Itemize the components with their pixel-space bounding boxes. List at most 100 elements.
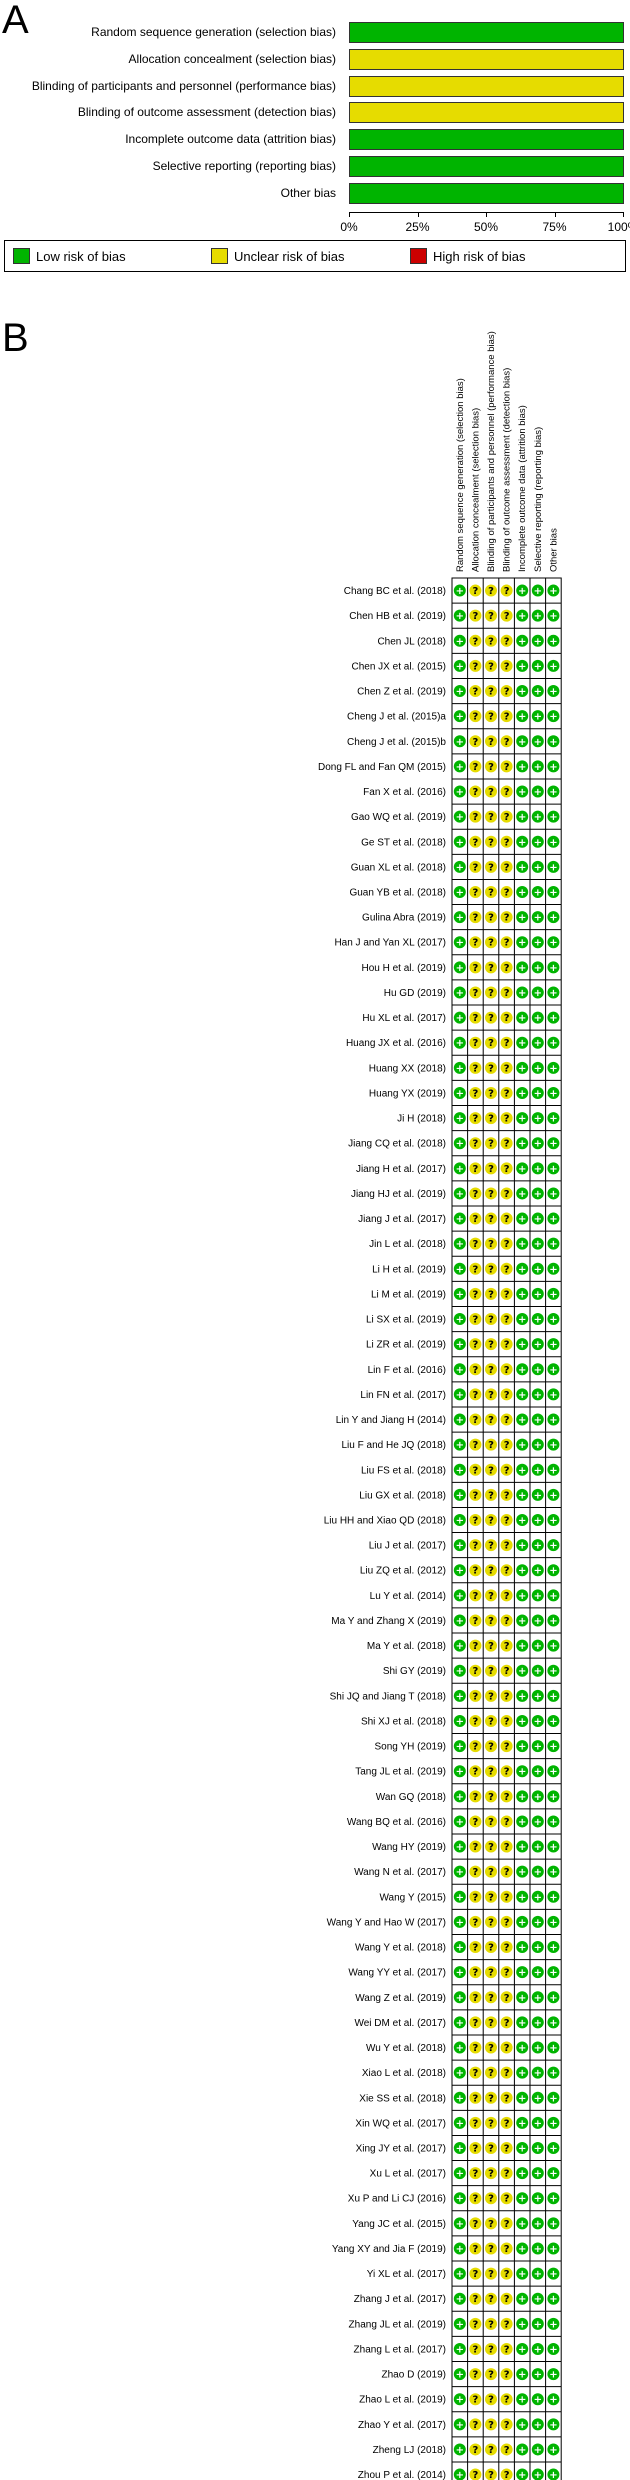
bias-judgement-symbol: + bbox=[534, 2068, 542, 2079]
bias-judgement-symbol: ? bbox=[488, 2118, 494, 2129]
x-axis-tick-label: 50% bbox=[473, 220, 499, 234]
bias-judgement-dot bbox=[485, 936, 497, 949]
bias-judgement-symbol: + bbox=[518, 1088, 526, 1099]
bias-judgement-symbol: ? bbox=[504, 586, 510, 597]
bias-judgement-dot bbox=[531, 1112, 544, 1125]
bias-judgement-dot bbox=[469, 2066, 482, 2079]
bias-judgement-symbol: ? bbox=[504, 1415, 510, 1426]
bias-judgement-symbol: + bbox=[549, 2169, 557, 2180]
bias-judgement-symbol: + bbox=[549, 2219, 557, 2230]
bias-judgement-dot bbox=[453, 2016, 466, 2029]
bias-judgement-symbol: ? bbox=[504, 1641, 510, 1652]
bias-judgement-symbol: ? bbox=[472, 862, 478, 873]
bias-judgement-dot bbox=[500, 1790, 513, 1803]
bias-judgement-dot bbox=[531, 2468, 544, 2480]
bias-judgement-symbol: + bbox=[534, 1315, 542, 1326]
bias-judgement-dot bbox=[531, 1941, 544, 1954]
bias-judgement-dot bbox=[516, 2116, 529, 2129]
bias-judgement-dot bbox=[531, 1237, 544, 1250]
bias-judgement-dot bbox=[469, 1539, 482, 1552]
bias-judgement-dot bbox=[516, 760, 529, 773]
bias-judgement-dot bbox=[547, 2393, 560, 2406]
bias-judgement-symbol: + bbox=[456, 687, 464, 698]
bias-judgement-symbol: + bbox=[534, 2093, 542, 2104]
study-row-label: Jiang CQ et al. (2018) bbox=[348, 1139, 446, 1150]
bias-judgement-symbol: ? bbox=[488, 1641, 494, 1652]
bias-judgement-dot bbox=[500, 2267, 513, 2280]
bias-judgement-symbol: + bbox=[456, 2370, 464, 2381]
bias-judgement-symbol: ? bbox=[472, 2244, 478, 2255]
bias-judgement-dot bbox=[453, 1011, 466, 1024]
bias-judgement-symbol: + bbox=[534, 1365, 542, 1376]
bias-judgement-symbol: + bbox=[518, 2319, 526, 2330]
bias-judgement-symbol: ? bbox=[472, 1842, 478, 1853]
bias-judgement-dot bbox=[469, 2342, 482, 2355]
study-row-label: Xu P and Li CJ (2016) bbox=[348, 2194, 446, 2205]
bias-judgement-dot bbox=[485, 1966, 497, 1979]
bias-judgement-dot bbox=[469, 1614, 482, 1627]
bias-judgement-dot bbox=[469, 961, 482, 974]
bias-judgement-dot bbox=[531, 2016, 544, 2029]
bias-judgement-dot bbox=[453, 2342, 466, 2355]
bias-judgement-symbol: + bbox=[534, 1239, 542, 1250]
study-row-label: Liu J et al. (2017) bbox=[369, 1541, 446, 1552]
bias-judgement-dot bbox=[516, 1514, 529, 1526]
bias-judgement-dot bbox=[469, 1011, 482, 1024]
bias-judgement-symbol: + bbox=[518, 1817, 526, 1828]
study-row-label: Liu ZQ et al. (2012) bbox=[360, 1566, 446, 1577]
bias-judgement-symbol: + bbox=[534, 1892, 542, 1903]
bias-judgement-symbol: + bbox=[518, 2093, 526, 2104]
summary-bar bbox=[349, 22, 624, 43]
summary-bar bbox=[349, 48, 624, 70]
bias-judgement-symbol: ? bbox=[504, 888, 510, 899]
bias-judgement-dot bbox=[531, 2368, 544, 2381]
grid-column-header: Selective reporting (reporting bias) bbox=[533, 427, 544, 572]
bias-judgement-symbol: ? bbox=[504, 2118, 510, 2129]
bias-judgement-dot bbox=[485, 2468, 497, 2480]
bias-judgement-symbol: + bbox=[534, 1139, 542, 1150]
x-axis-tick-label: 75% bbox=[542, 220, 567, 234]
bias-judgement-dot bbox=[469, 1137, 482, 1150]
bias-judgement-symbol: + bbox=[518, 1541, 526, 1552]
bias-judgement-symbol: ? bbox=[472, 1164, 478, 1175]
bias-judgement-symbol: ? bbox=[504, 1968, 510, 1979]
bias-judgement-dot bbox=[516, 810, 529, 823]
bias-judgement-dot bbox=[531, 584, 544, 597]
bias-judgement-symbol: ? bbox=[504, 1315, 510, 1326]
bias-judgement-dot bbox=[531, 1036, 544, 1049]
bias-judgement-symbol: ? bbox=[504, 1591, 510, 1602]
bias-judgement-dot bbox=[547, 1338, 560, 1351]
bias-judgement-dot bbox=[453, 2116, 466, 2129]
legend-label-high: High risk of bias bbox=[433, 248, 526, 264]
bias-judgement-symbol: + bbox=[518, 1340, 526, 1351]
bias-judgement-dot bbox=[469, 1313, 482, 1326]
bias-judgement-dot bbox=[531, 1463, 544, 1476]
bias-judgement-symbol: ? bbox=[504, 2420, 510, 2431]
bias-judgement-dot bbox=[516, 986, 529, 999]
bias-judgement-dot bbox=[469, 2167, 482, 2180]
bias-judgement-dot bbox=[500, 2342, 513, 2355]
bias-judgement-symbol: + bbox=[518, 1164, 526, 1175]
bias-judgement-symbol: ? bbox=[472, 1867, 478, 1878]
bias-judgement-dot bbox=[500, 1262, 513, 1275]
study-row-label: Jiang HJ et al. (2019) bbox=[351, 1189, 446, 1200]
bias-judgement-symbol: + bbox=[534, 1164, 542, 1175]
bias-judgement-dot bbox=[485, 1765, 497, 1778]
bias-judgement-symbol: + bbox=[518, 2269, 526, 2280]
bias-judgement-dot bbox=[453, 1991, 466, 2004]
bias-judgement-symbol: + bbox=[518, 687, 526, 698]
bias-judgement-dot bbox=[485, 659, 497, 672]
bias-judgement-dot bbox=[485, 1463, 497, 1476]
bias-judgement-dot bbox=[516, 1941, 529, 1954]
bias-judgement-symbol: + bbox=[518, 2219, 526, 2230]
bias-judgement-symbol: + bbox=[549, 687, 557, 698]
bias-judgement-symbol: ? bbox=[504, 2169, 510, 2180]
bias-judgement-symbol: + bbox=[549, 2294, 557, 2305]
bias-judgement-dot bbox=[531, 2242, 544, 2255]
bias-judgement-symbol: + bbox=[518, 2118, 526, 2129]
summary-bar-segment bbox=[350, 183, 623, 203]
bias-judgement-dot bbox=[516, 2368, 529, 2381]
bias-judgement-symbol: + bbox=[549, 1616, 557, 1627]
bias-judgement-symbol: + bbox=[456, 2219, 464, 2230]
bias-judgement-symbol: + bbox=[549, 1088, 557, 1099]
